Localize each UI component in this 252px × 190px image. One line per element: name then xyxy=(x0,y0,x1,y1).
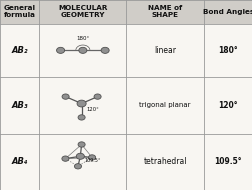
Bar xyxy=(0,24,39,77)
Bar xyxy=(39,134,126,190)
Circle shape xyxy=(56,47,65,53)
Text: MOLECULAR
GEOMETRY: MOLECULAR GEOMETRY xyxy=(58,5,107,18)
Text: AB₃: AB₃ xyxy=(11,101,28,110)
Text: 180°: 180° xyxy=(76,36,89,41)
Text: AB₂: AB₂ xyxy=(11,46,28,55)
Bar xyxy=(126,134,203,190)
Bar xyxy=(203,134,252,190)
Text: trigonal planar: trigonal planar xyxy=(139,102,190,108)
Circle shape xyxy=(101,47,109,53)
Text: tetrahedral: tetrahedral xyxy=(143,158,186,166)
Circle shape xyxy=(94,94,101,99)
Circle shape xyxy=(62,156,69,161)
Text: linear: linear xyxy=(153,46,175,55)
Bar xyxy=(126,0,203,24)
Bar xyxy=(0,134,39,190)
Text: 109.5°: 109.5° xyxy=(214,158,241,166)
Text: AB₄: AB₄ xyxy=(11,158,28,166)
Bar xyxy=(203,24,252,77)
Text: 180°: 180° xyxy=(218,46,237,55)
Circle shape xyxy=(74,164,81,169)
Text: NAME of
SHAPE: NAME of SHAPE xyxy=(147,5,181,18)
Bar xyxy=(0,0,252,24)
Circle shape xyxy=(76,153,84,159)
Circle shape xyxy=(88,155,95,160)
Text: 109.5°: 109.5° xyxy=(85,158,101,163)
Bar xyxy=(39,0,126,24)
Circle shape xyxy=(62,94,69,99)
Text: 120°: 120° xyxy=(86,107,99,112)
Circle shape xyxy=(79,47,87,53)
Bar xyxy=(0,77,39,134)
Bar xyxy=(126,24,203,77)
Bar xyxy=(39,24,126,77)
Bar xyxy=(0,0,39,24)
Bar xyxy=(126,77,203,134)
Circle shape xyxy=(77,100,86,107)
Text: General
formula: General formula xyxy=(4,5,36,18)
Text: Bond Angles: Bond Angles xyxy=(202,9,252,15)
Circle shape xyxy=(78,142,85,147)
Text: 120°: 120° xyxy=(218,101,237,110)
Bar xyxy=(39,77,126,134)
Bar xyxy=(203,0,252,24)
Bar xyxy=(203,77,252,134)
Circle shape xyxy=(78,115,85,120)
